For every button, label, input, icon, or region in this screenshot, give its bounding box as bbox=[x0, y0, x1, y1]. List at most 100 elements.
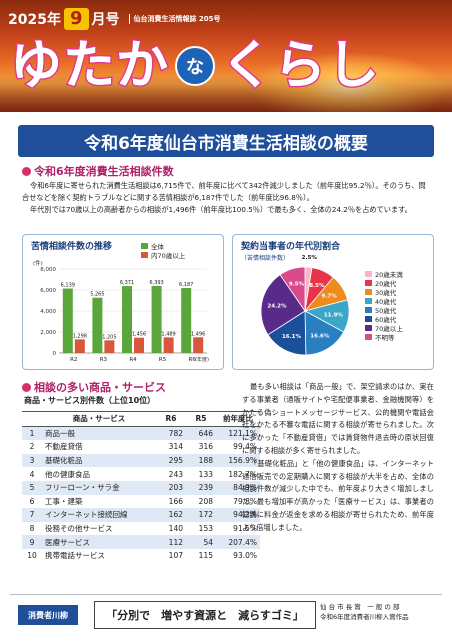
y-tick-label: 8,000 bbox=[40, 267, 56, 273]
cell-r5: 153 bbox=[198, 524, 213, 534]
cell-ratio: 84.9% bbox=[216, 480, 260, 495]
bullet-icon bbox=[22, 382, 31, 392]
data-label-total: 6,187 bbox=[179, 282, 193, 288]
legend-label-total: 全体 bbox=[151, 242, 164, 251]
cell-r6: 295 bbox=[156, 453, 186, 468]
pie-legend-label: 不明等 bbox=[375, 333, 395, 342]
senryu-quote: 「分別で 増やす資源と 減らすゴミ」 bbox=[94, 601, 316, 629]
pie-legend-label: 60歳代 bbox=[375, 315, 397, 324]
cell-item: 工事・建築 bbox=[45, 496, 83, 506]
legend-swatch-elderly bbox=[141, 251, 148, 258]
cell-r6: 107 bbox=[168, 551, 183, 561]
table-row: 6 工事・建築 166 208 79.8% bbox=[22, 495, 260, 509]
bar-elderly bbox=[74, 339, 85, 353]
cell-r5: 172 bbox=[186, 508, 216, 522]
cell-rank: 7 bbox=[22, 508, 42, 522]
x-tick-label: R5 bbox=[159, 357, 167, 363]
senryu-tag: 消費者川柳 bbox=[18, 605, 78, 625]
pie-chart: 2.5% 8.5% 9.7% 11.9% 16.6% 16.1% 24.2% 9.5% bbox=[260, 255, 350, 356]
masthead-title: ゆたか な くらし bbox=[8, 35, 380, 98]
cell-item: 他の健康食品 bbox=[45, 469, 90, 479]
cell-ratio: 207.4% bbox=[216, 535, 260, 549]
table-row: 1 商品一般 782 646 121.1% bbox=[22, 426, 260, 441]
y-tick-label: 6,000 bbox=[40, 288, 56, 294]
pie-label: 9.5% bbox=[289, 282, 305, 288]
col-r6: R6 bbox=[156, 411, 186, 427]
data-label-elderly: 1,298 bbox=[73, 333, 87, 339]
pie-legend-swatch bbox=[365, 297, 372, 304]
table-row: 2 不動産貸借 314 316 99.4% bbox=[22, 440, 260, 454]
legend-item-total: 全体 bbox=[141, 241, 185, 251]
pie-legend-label: 40歳代 bbox=[375, 297, 397, 306]
cell-item: インターネット接続回線 bbox=[42, 508, 156, 522]
bar-elderly bbox=[104, 340, 115, 353]
pie-legend-label: 20歳代 bbox=[375, 279, 397, 288]
bullet-icon bbox=[22, 166, 31, 176]
pie-chart-legend: 20歳未満 20歳代 30歳代 40歳代 50歳代 60歳代 70歳以上 不明等 bbox=[365, 269, 403, 342]
pie-legend-item: 20歳未満 bbox=[365, 269, 403, 279]
col-item: 商品・サービス bbox=[42, 411, 156, 427]
cell-ratio: 79.8% bbox=[233, 496, 257, 506]
cell-item: 医療サービス bbox=[42, 535, 156, 549]
bar-total bbox=[151, 285, 162, 353]
data-label-total: 6,393 bbox=[149, 280, 163, 286]
bar-chart-panel: 苦情相談件数の推移 全体 内70歳以上 (件) 0 2,000 4,000 6,000 8… bbox=[22, 234, 224, 370]
pie-legend-item: 30歳代 bbox=[365, 287, 403, 297]
pie-legend-label: 70歳以上 bbox=[375, 324, 403, 333]
table-row: 8 役務その他サービス 140 153 91.5% bbox=[22, 522, 260, 536]
bar-elderly bbox=[134, 337, 144, 353]
cell-item: 商品一般 bbox=[42, 426, 156, 441]
pie-legend-swatch bbox=[365, 306, 372, 313]
pie-legend-label: 30歳代 bbox=[375, 288, 397, 297]
pie-legend-item: 50歳代 bbox=[365, 305, 403, 315]
table-title: 商品・サービス別件数（上位10位） bbox=[24, 396, 156, 405]
cell-ratio: 93.0% bbox=[233, 551, 257, 561]
bar-total bbox=[122, 286, 132, 353]
cell-r5: 208 bbox=[198, 496, 213, 506]
cell-item: 基礎化粧品 bbox=[42, 453, 156, 468]
bar-elderly bbox=[163, 337, 174, 353]
section-heading-text: 相談の多い商品・サービス bbox=[34, 381, 166, 394]
pie-chart-title: 契約当事者の年代別割合 bbox=[241, 242, 341, 252]
pie-label: 16.6% bbox=[310, 333, 330, 339]
pie-chart-subtitle: （苦情相談件数） bbox=[241, 255, 290, 262]
bar-total bbox=[92, 297, 103, 353]
pie-legend-label: 20歳未満 bbox=[375, 270, 403, 279]
ranking-table-body: 1 商品一般 782 646 121.1% 2 不動産貸借 314 316 99.4% 3 基礎化粧品… bbox=[22, 426, 260, 562]
masthead-part1: ゆたか bbox=[8, 35, 170, 98]
y-tick-label: 4,000 bbox=[40, 309, 56, 315]
cell-rank: 10 bbox=[27, 551, 37, 561]
table-row: 3 基礎化粧品 295 188 156.9% bbox=[22, 453, 260, 468]
cell-r6: 140 bbox=[168, 524, 183, 534]
table-row: 9 医療サービス 112 54 207.4% bbox=[22, 535, 260, 549]
pie-legend-item: 40歳代 bbox=[365, 296, 403, 306]
cell-ratio: 99.4% bbox=[233, 442, 257, 452]
cell-r5: 133 bbox=[198, 469, 213, 479]
pie-legend-label: 50歳代 bbox=[375, 306, 397, 315]
products-commentary: 最も多い相談は「商品一般」で、架空請求のはか、実在する事業者（通販サイトや宅配便… bbox=[242, 381, 434, 535]
pie-legend-swatch bbox=[365, 333, 372, 340]
cell-item: フリーローン・サラ金 bbox=[42, 480, 156, 495]
pie-slice bbox=[279, 266, 306, 313]
cell-r6: 162 bbox=[156, 508, 186, 522]
commentary-paragraph-1: 最も多い相談は「商品一般」で、架空請求のはか、実在する事業者（通販サイトや宅配便… bbox=[242, 382, 434, 455]
pie-slice bbox=[304, 310, 345, 356]
cell-r5: 239 bbox=[186, 480, 216, 495]
cell-item: 携帯電話サービス bbox=[45, 551, 105, 561]
bar-total bbox=[62, 288, 73, 353]
issue-year: 2025年 bbox=[8, 12, 61, 28]
pie-legend-swatch bbox=[365, 315, 372, 322]
pie-slice bbox=[267, 310, 307, 356]
x-tick-label: R2 bbox=[70, 357, 77, 363]
y-axis-label: (件) bbox=[33, 259, 43, 267]
pie-legend-item: 不明等 bbox=[365, 332, 403, 342]
page-title: 令和6年度仙台市消費生活相談の概要 bbox=[18, 125, 434, 157]
table-row: 10 携帯電話サービス 107 115 93.0% bbox=[22, 549, 260, 563]
senryu-credit-line1: 仙 台 市 長 賞 一 般 の 部 bbox=[320, 603, 400, 611]
issue-date: 2025年 9 月号 仙台消費生活情報誌 205号 bbox=[8, 8, 221, 30]
cell-r6: 243 bbox=[168, 469, 183, 479]
cell-rank: 4 bbox=[29, 469, 35, 479]
x-axis-label: (年度) bbox=[195, 356, 209, 363]
cell-r5: 646 bbox=[186, 426, 216, 441]
